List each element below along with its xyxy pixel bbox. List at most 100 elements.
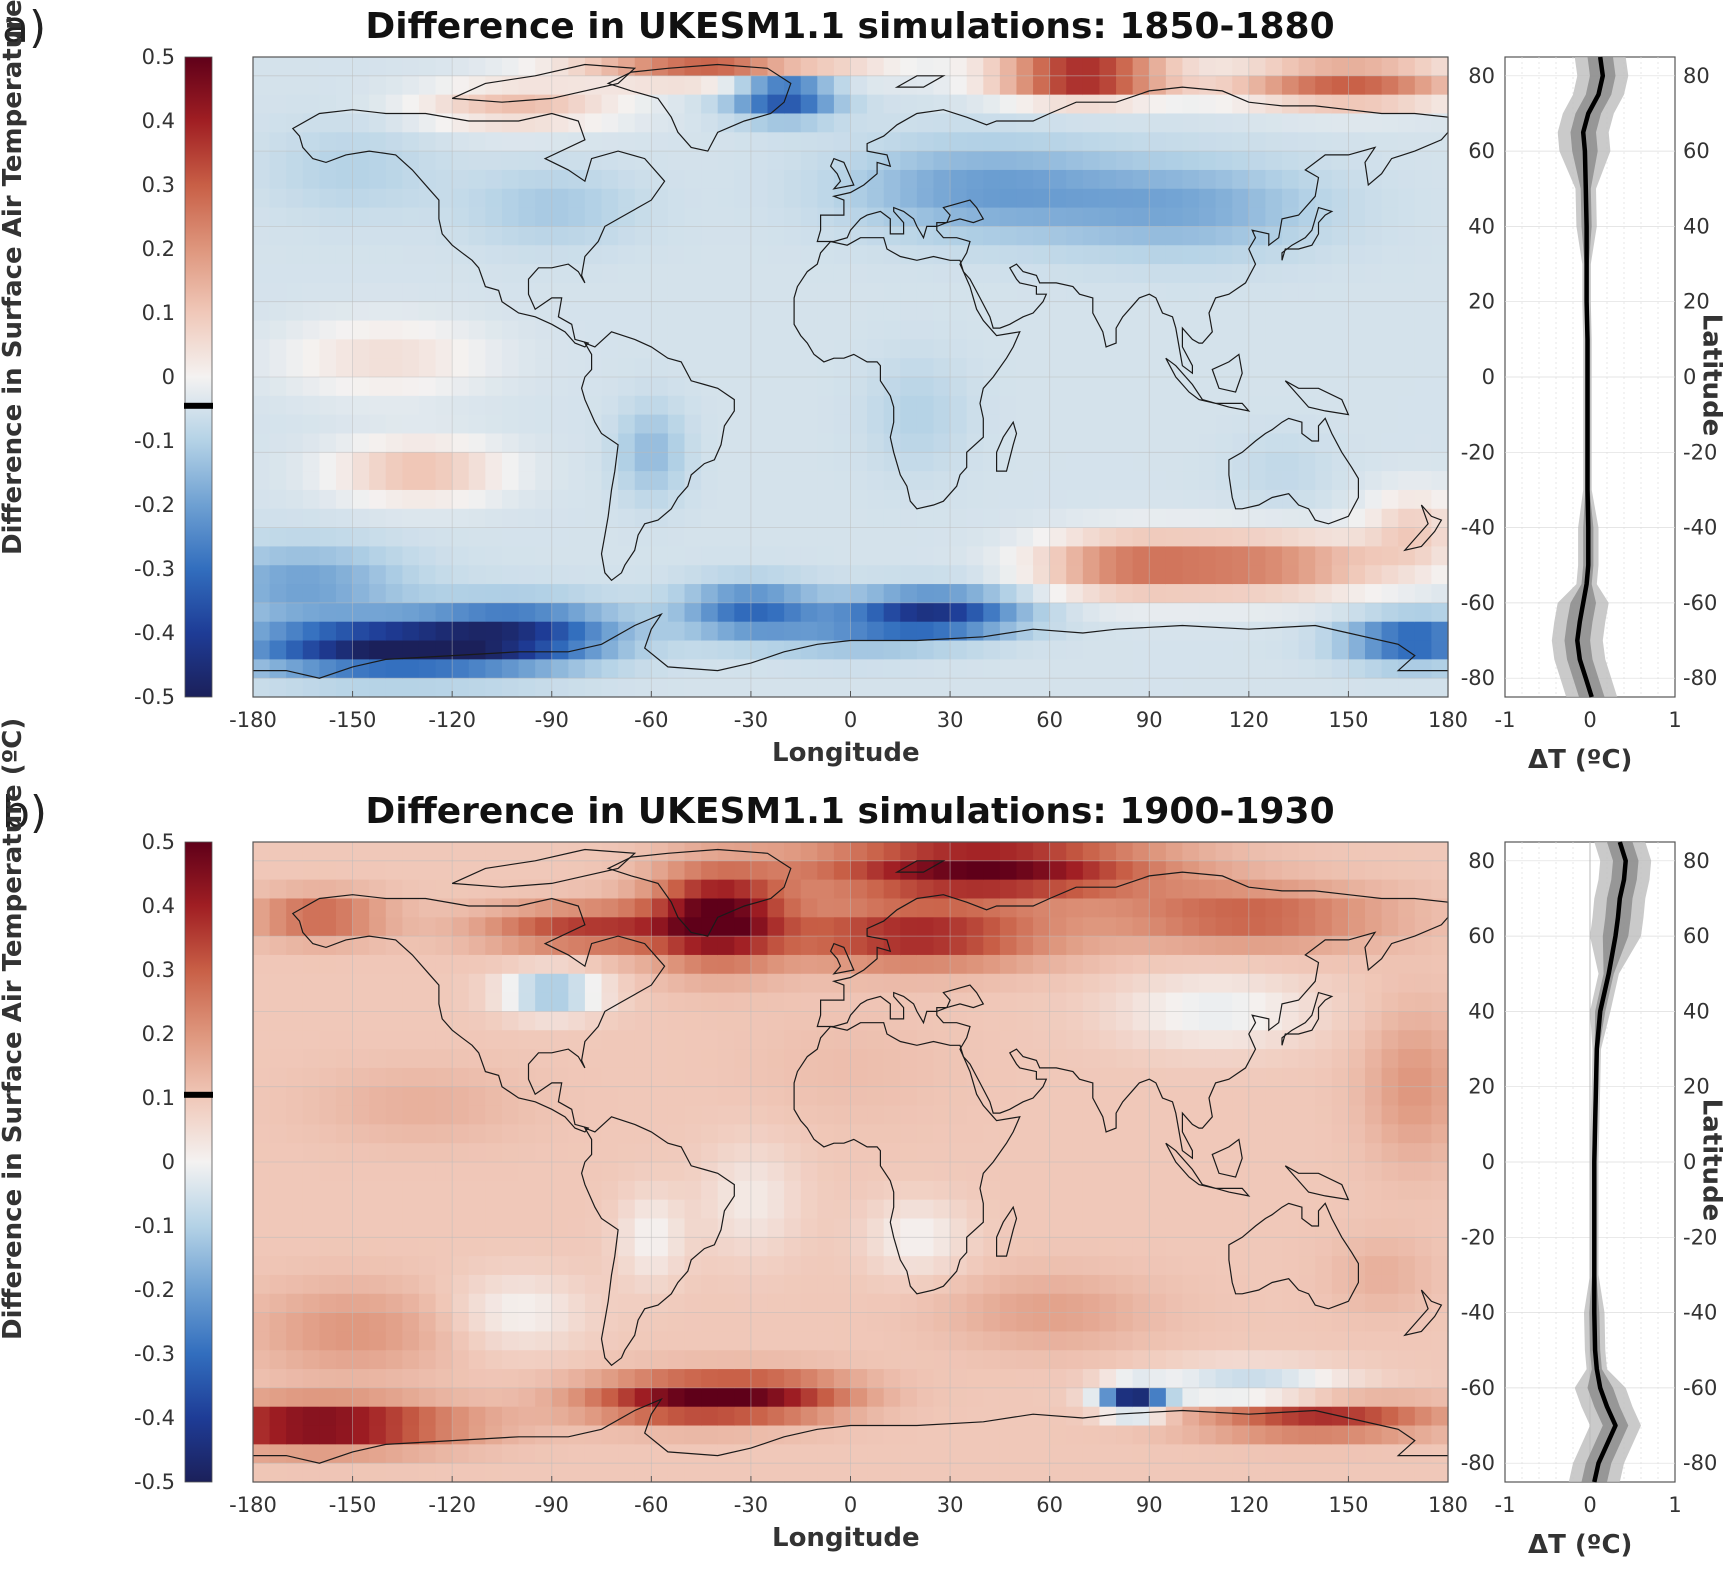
latitude-tick-label: 0 (1482, 1150, 1495, 1174)
colorbar (185, 57, 212, 697)
longitude-tick-label: -90 (535, 708, 569, 732)
zonal-x-axis-label: ΔT (ºC) (1528, 745, 1632, 775)
latitude-tick-label: 60 (1468, 139, 1495, 163)
global-mean-marker (184, 403, 213, 409)
longitude-tick-label: 90 (1136, 1493, 1163, 1517)
latitude-tick-label: 60 (1468, 924, 1495, 948)
latitude-tick-label: 0 (1683, 1150, 1696, 1174)
zonal-x-tick-label: -1 (1495, 708, 1516, 732)
zonal-x-tick-label: 0 (1583, 708, 1596, 732)
colorbar-tick-label: 0.4 (142, 894, 175, 918)
longitude-tick-label: -60 (634, 1493, 668, 1517)
longitude-tick-label: 90 (1136, 708, 1163, 732)
latitude-tick-label: -40 (1683, 516, 1717, 540)
longitude-tick-label: -90 (535, 1493, 569, 1517)
colorbar-tick-label: -0.2 (134, 493, 175, 517)
colorbar-tick-label: -0.2 (134, 1278, 175, 1302)
longitude-tick-label: -150 (329, 708, 377, 732)
latitude-tick-label: 0 (1482, 365, 1495, 389)
zonal-x-tick-label: 1 (1668, 708, 1681, 732)
colorbar-tick-label: -0.1 (134, 1214, 175, 1238)
longitude-tick-label: -180 (229, 708, 277, 732)
colorbar-tick-label: 0 (162, 365, 175, 389)
latitude-tick-label: 20 (1468, 1075, 1495, 1099)
longitude-tick-label: 180 (1428, 1493, 1468, 1517)
colorbar-tick-label: 0 (162, 1150, 175, 1174)
latitude-tick-label: 0 (1683, 365, 1696, 389)
latitude-tick-label: -80 (1683, 1451, 1717, 1475)
latitude-tick-label: 20 (1468, 290, 1495, 314)
colorbar-tick-label: 0.5 (142, 830, 175, 854)
colorbar-tick-label: 0.2 (142, 237, 175, 261)
zonal-x-tick-label: 0 (1583, 1493, 1596, 1517)
colorbar-tick-label: -0.4 (134, 621, 175, 645)
latitude-tick-label: 40 (1683, 999, 1710, 1023)
colorbar-tick-label: 0.1 (142, 301, 175, 325)
colorbar-tick-label: 0.3 (142, 173, 175, 197)
colorbar-tick-label: 0.1 (142, 1086, 175, 1110)
zonal-x-tick-label: -1 (1495, 1493, 1516, 1517)
panel-b: b) Difference in UKESM1.1 simulations: 1… (0, 785, 1725, 1570)
latitude-tick-label: -80 (1461, 1451, 1495, 1475)
latitude-tick-label: 40 (1468, 999, 1495, 1023)
latitude-tick-label: -40 (1683, 1301, 1717, 1325)
colorbar-tick-label: -0.5 (134, 685, 175, 709)
latitude-tick-label: 20 (1683, 290, 1710, 314)
zonal-y-axis-label: Latitude (1696, 1099, 1725, 1222)
longitude-tick-label: -30 (734, 1493, 768, 1517)
latitude-tick-label: -40 (1461, 516, 1495, 540)
colorbar-tick-label: 0.2 (142, 1022, 175, 1046)
colorbar-tick-label: 0.4 (142, 109, 175, 133)
zonal-x-axis-label: ΔT (ºC) (1528, 1530, 1632, 1560)
longitude-tick-label: 180 (1428, 708, 1468, 732)
longitude-tick-label: 60 (1036, 1493, 1063, 1517)
latitude-tick-label: 60 (1683, 139, 1710, 163)
longitude-tick-label: -120 (428, 708, 476, 732)
latitude-tick-label: -60 (1683, 1376, 1717, 1400)
longitude-tick-label: -60 (634, 708, 668, 732)
latitude-tick-label: -20 (1683, 440, 1717, 464)
longitude-tick-label: 0 (844, 1493, 857, 1517)
longitude-tick-label: 150 (1328, 1493, 1368, 1517)
zonal-mean-panel (1505, 57, 1675, 697)
latitude-tick-label: 60 (1683, 924, 1710, 948)
longitude-tick-label: 120 (1229, 708, 1269, 732)
longitude-tick-label: 30 (937, 708, 964, 732)
longitude-tick-label: -30 (734, 708, 768, 732)
longitude-tick-label: -150 (329, 1493, 377, 1517)
x-axis-label: Longitude (772, 738, 920, 768)
latitude-tick-label: -20 (1461, 1225, 1495, 1249)
zonal-mean-panel (1505, 842, 1675, 1482)
latitude-tick-label: 80 (1468, 64, 1495, 88)
longitude-tick-label: 60 (1036, 708, 1063, 732)
latitude-tick-label: -60 (1461, 591, 1495, 615)
latitude-tick-label: 80 (1468, 849, 1495, 873)
latitude-tick-label: -20 (1461, 440, 1495, 464)
colorbar-tick-label: -0.5 (134, 1470, 175, 1494)
colorbar-tick-label: -0.1 (134, 429, 175, 453)
longitude-tick-label: -120 (428, 1493, 476, 1517)
latitude-tick-label: -20 (1683, 1225, 1717, 1249)
latitude-tick-label: -80 (1683, 666, 1717, 690)
latitude-tick-label: 80 (1683, 64, 1710, 88)
longitude-tick-label: -180 (229, 1493, 277, 1517)
latitude-tick-label: 80 (1683, 849, 1710, 873)
latitude-tick-label: -60 (1683, 591, 1717, 615)
colorbar (185, 842, 212, 1482)
global-mean-marker (184, 1092, 213, 1098)
colorbar-tick-label: 0.5 (142, 45, 175, 69)
latitude-tick-label: 20 (1683, 1075, 1710, 1099)
longitude-tick-label: 120 (1229, 1493, 1269, 1517)
colorbar-tick-label: -0.3 (134, 557, 175, 581)
zonal-y-axis-label: Latitude (1696, 314, 1725, 437)
longitude-tick-label: 150 (1328, 708, 1368, 732)
latitude-tick-label: 40 (1468, 214, 1495, 238)
longitude-tick-label: 0 (844, 708, 857, 732)
zonal-x-tick-label: 1 (1668, 1493, 1681, 1517)
colorbar-tick-label: 0.3 (142, 958, 175, 982)
x-axis-label: Longitude (772, 1523, 920, 1553)
colorbar-tick-label: -0.3 (134, 1342, 175, 1366)
colorbar-tick-label: -0.4 (134, 1406, 175, 1430)
